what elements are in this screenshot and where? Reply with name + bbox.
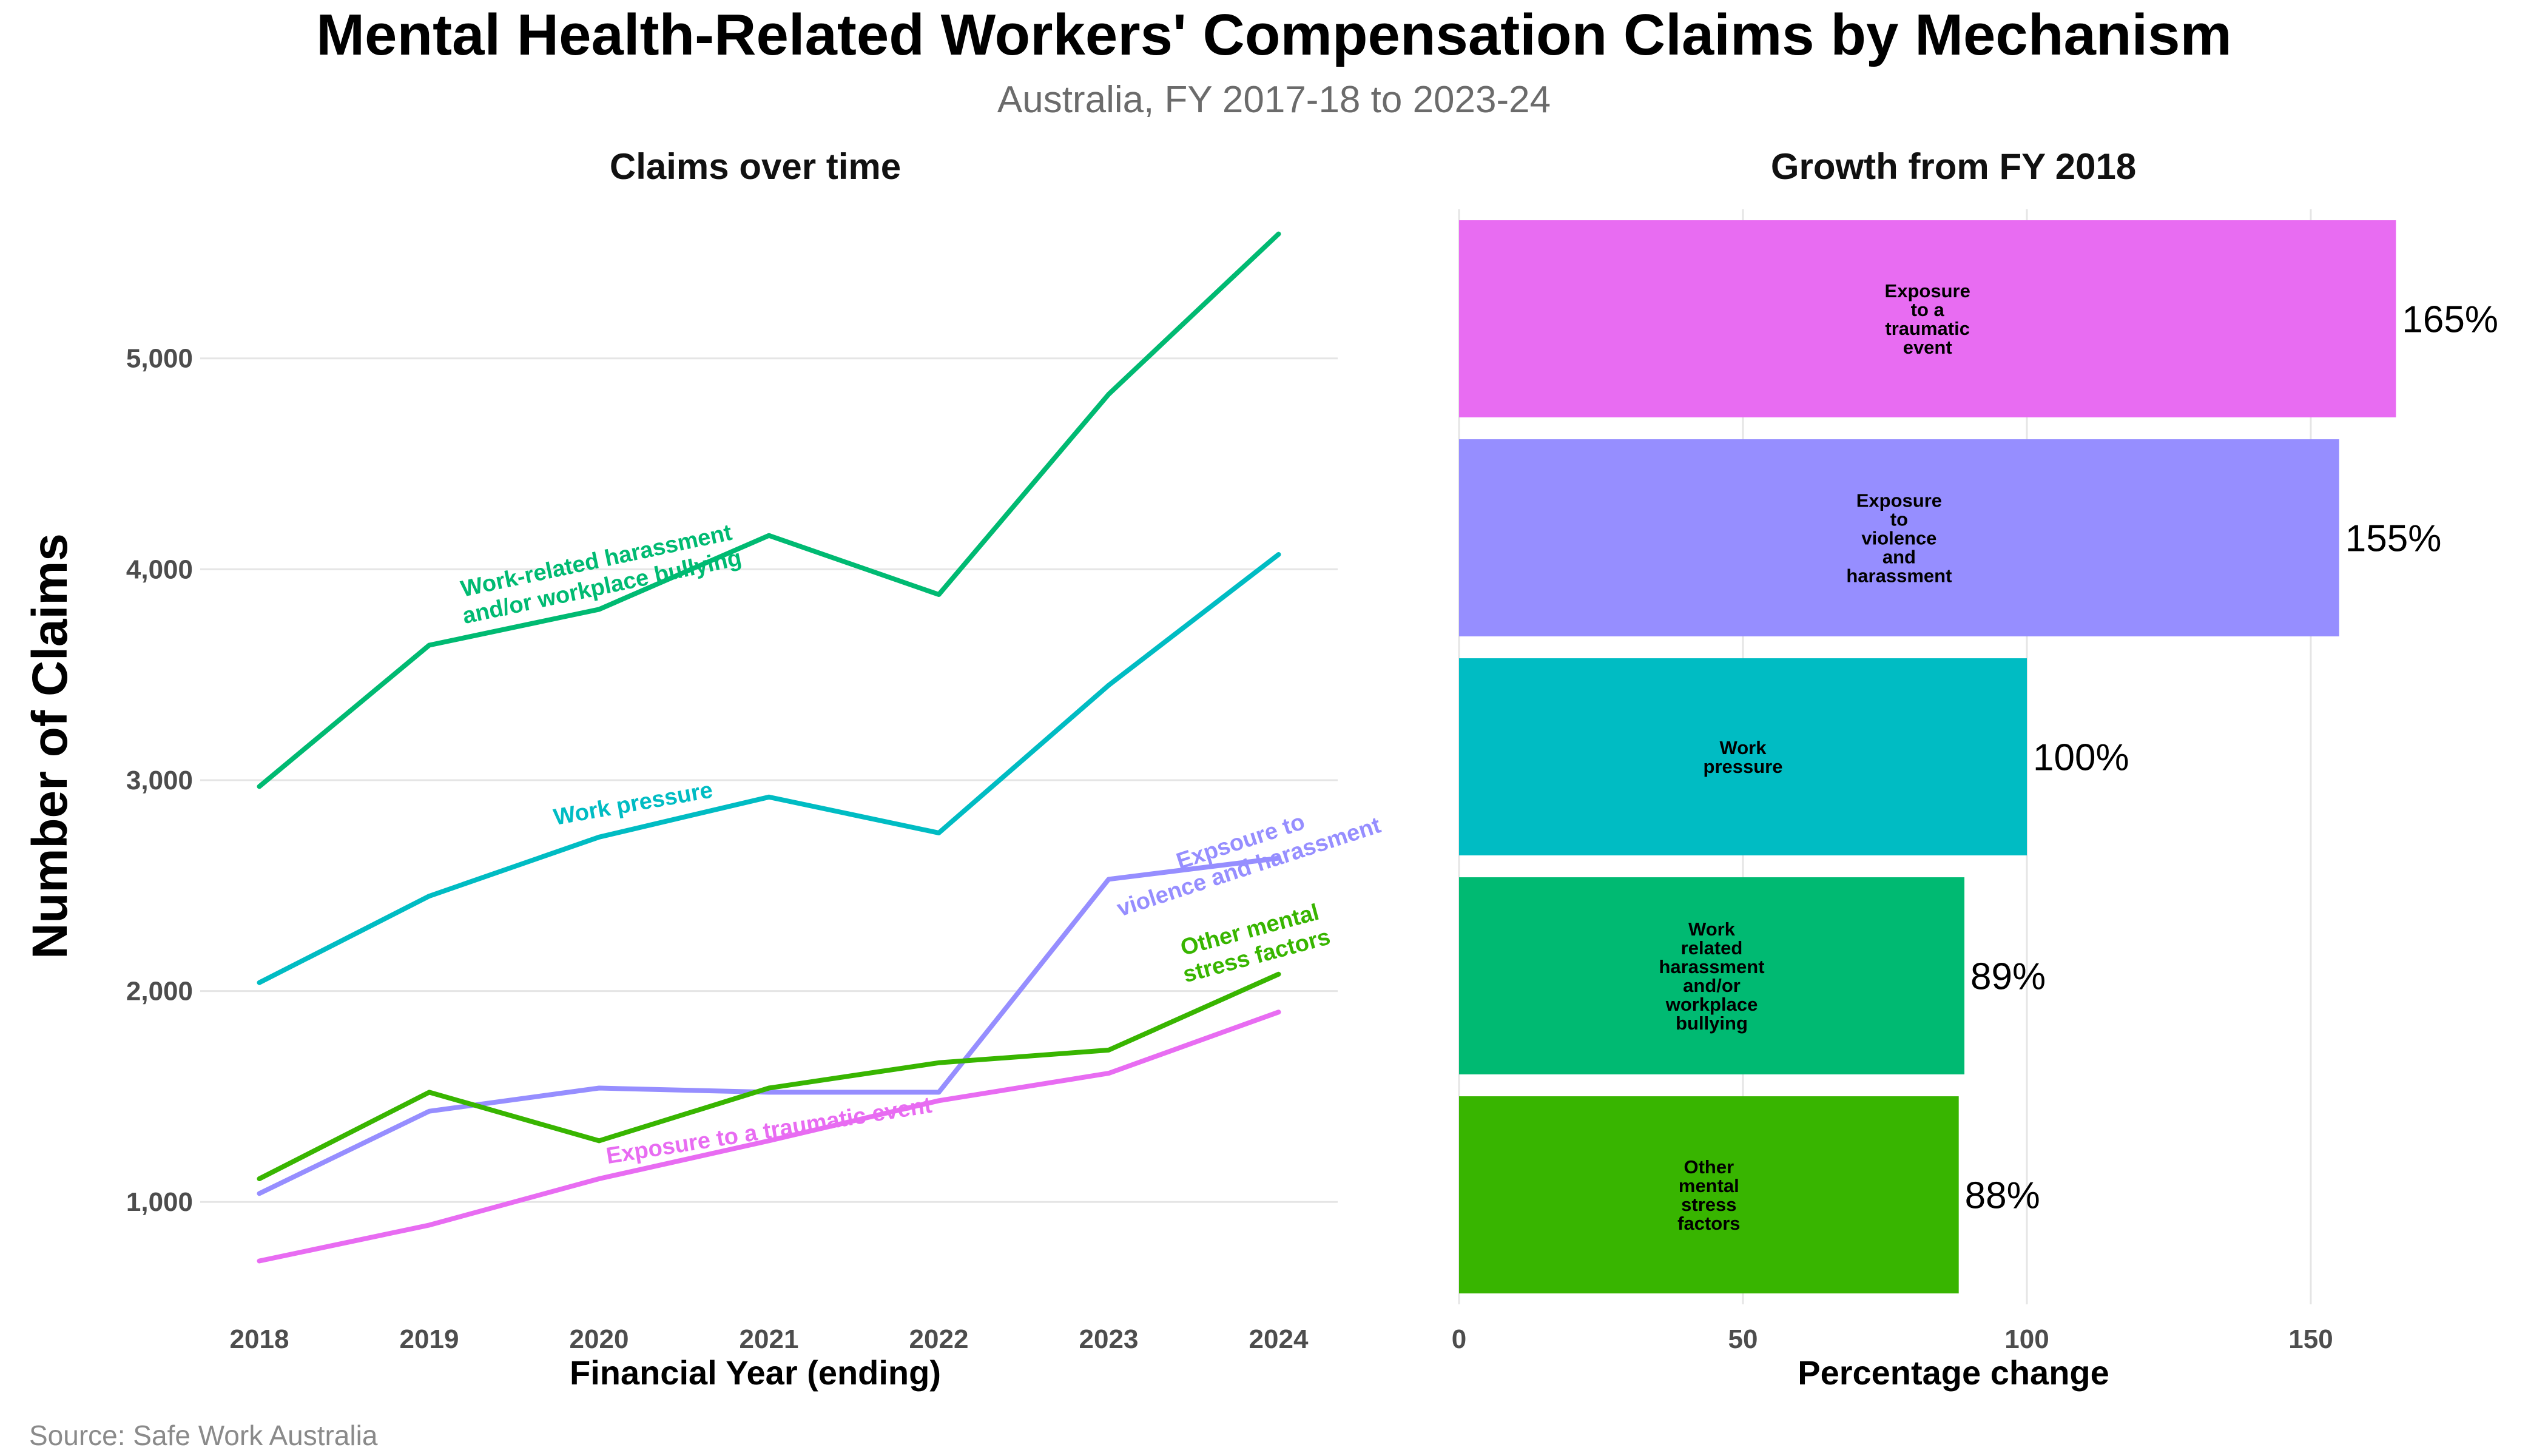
series-line bbox=[257, 231, 1281, 789]
bar-chart-x-ticks: 0 50 100 150 bbox=[1452, 1324, 2333, 1354]
x-tick-label: 2019 bbox=[400, 1324, 459, 1354]
bar bbox=[1459, 877, 1965, 1074]
figure-title: Mental Health-Related Workers' Compensat… bbox=[316, 2, 2232, 67]
bar-category-label: workplace bbox=[1665, 994, 1758, 1015]
bar-value-label: 155% bbox=[2345, 518, 2442, 560]
y-tick-label: 2,000 bbox=[126, 977, 193, 1006]
bar-category-label: bullying bbox=[1676, 1013, 1748, 1034]
bar-category-label: related bbox=[1681, 937, 1743, 959]
bar-category-label: Exposure bbox=[1856, 490, 1942, 511]
bar-category-label: harassment bbox=[1846, 565, 1952, 587]
x-tick-label: 150 bbox=[2288, 1324, 2333, 1354]
bar-category-label: Work bbox=[1720, 737, 1767, 758]
line-chart-gridlines bbox=[200, 357, 1338, 1203]
figure-subtitle: Australia, FY 2017-18 to 2023-24 bbox=[997, 79, 1551, 121]
series-label: Exposure to a traumatic event bbox=[604, 1093, 934, 1169]
bar-value-label: 88% bbox=[1965, 1175, 2040, 1217]
x-tick-label: 0 bbox=[1452, 1324, 1466, 1354]
x-tick-label: 2023 bbox=[1079, 1324, 1139, 1354]
line-chart-title: Claims over time bbox=[610, 146, 901, 187]
line-chart-panel: Claims over time 1,000 2,000 3,000 4,000 5,0… bbox=[22, 146, 1384, 1392]
series-line bbox=[257, 971, 1281, 1181]
bar-category-label: violence bbox=[1861, 528, 1936, 549]
series-line bbox=[257, 855, 1281, 1196]
bar-category-label: Exposure bbox=[1885, 280, 1970, 302]
bar-chart-panel: Growth from FY 2018 0 50 100 150 Exposureto… bbox=[1452, 146, 2498, 1392]
bar-category-label: harassment bbox=[1659, 956, 1765, 977]
line-chart-series bbox=[257, 231, 1281, 1264]
y-tick-label: 5,000 bbox=[126, 344, 193, 374]
bar-category-label: and/or bbox=[1683, 975, 1741, 996]
bar bbox=[1459, 439, 2339, 636]
bar-value-label: 89% bbox=[1970, 956, 2046, 998]
y-tick-label: 4,000 bbox=[126, 554, 193, 584]
x-tick-label: 2021 bbox=[740, 1324, 799, 1354]
x-tick-label: 2022 bbox=[909, 1324, 969, 1354]
bar bbox=[1459, 220, 2396, 417]
x-tick-label: 2024 bbox=[1249, 1324, 1309, 1354]
bar-category-label: Other bbox=[1684, 1156, 1734, 1178]
bar-value-label: 165% bbox=[2402, 299, 2498, 341]
line-chart-y-axis-title: Number of Claims bbox=[22, 533, 78, 959]
series-line bbox=[257, 552, 1281, 985]
bar-category-label: to a bbox=[1911, 299, 1945, 320]
bar bbox=[1459, 1096, 1959, 1293]
series-label-line: Work pressure bbox=[551, 777, 715, 830]
x-tick-label: 100 bbox=[2004, 1324, 2049, 1354]
bar-category-label: stress bbox=[1681, 1194, 1736, 1215]
bar bbox=[1459, 658, 2027, 855]
bar-category-label: and bbox=[1882, 547, 1916, 568]
bar-category-label: event bbox=[1903, 337, 1952, 358]
bar-value-label: 100% bbox=[2033, 737, 2129, 779]
bar-chart-title: Growth from FY 2018 bbox=[1771, 146, 2136, 187]
bar-category-label: traumatic bbox=[1885, 318, 1970, 339]
series-label-line: Exposure to a traumatic event bbox=[604, 1093, 934, 1169]
line-chart-y-ticks: 1,000 2,000 3,000 4,000 5,000 bbox=[126, 344, 193, 1217]
line-chart-x-axis-title: Financial Year (ending) bbox=[570, 1353, 941, 1392]
x-tick-label: 2018 bbox=[230, 1324, 289, 1354]
bar-category-label: to bbox=[1890, 509, 1908, 530]
y-tick-label: 3,000 bbox=[126, 766, 193, 795]
x-tick-label: 50 bbox=[1728, 1324, 1758, 1354]
bar-category-label: factors bbox=[1677, 1213, 1740, 1234]
bar-category-label: mental bbox=[1679, 1175, 1739, 1196]
bar-category-label: pressure bbox=[1704, 756, 1783, 777]
bar-chart-x-axis-title: Percentage change bbox=[1798, 1353, 2109, 1392]
series-line bbox=[257, 1009, 1281, 1264]
y-tick-label: 1,000 bbox=[126, 1187, 193, 1217]
bar-category-label: Work bbox=[1688, 918, 1736, 940]
source-note: Source: Safe Work Australia bbox=[29, 1420, 378, 1451]
line-chart-x-ticks: 2018 2019 2020 2021 2022 2023 2024 bbox=[230, 1324, 1309, 1354]
x-tick-label: 2020 bbox=[570, 1324, 629, 1354]
series-label: Work pressure bbox=[551, 777, 715, 830]
